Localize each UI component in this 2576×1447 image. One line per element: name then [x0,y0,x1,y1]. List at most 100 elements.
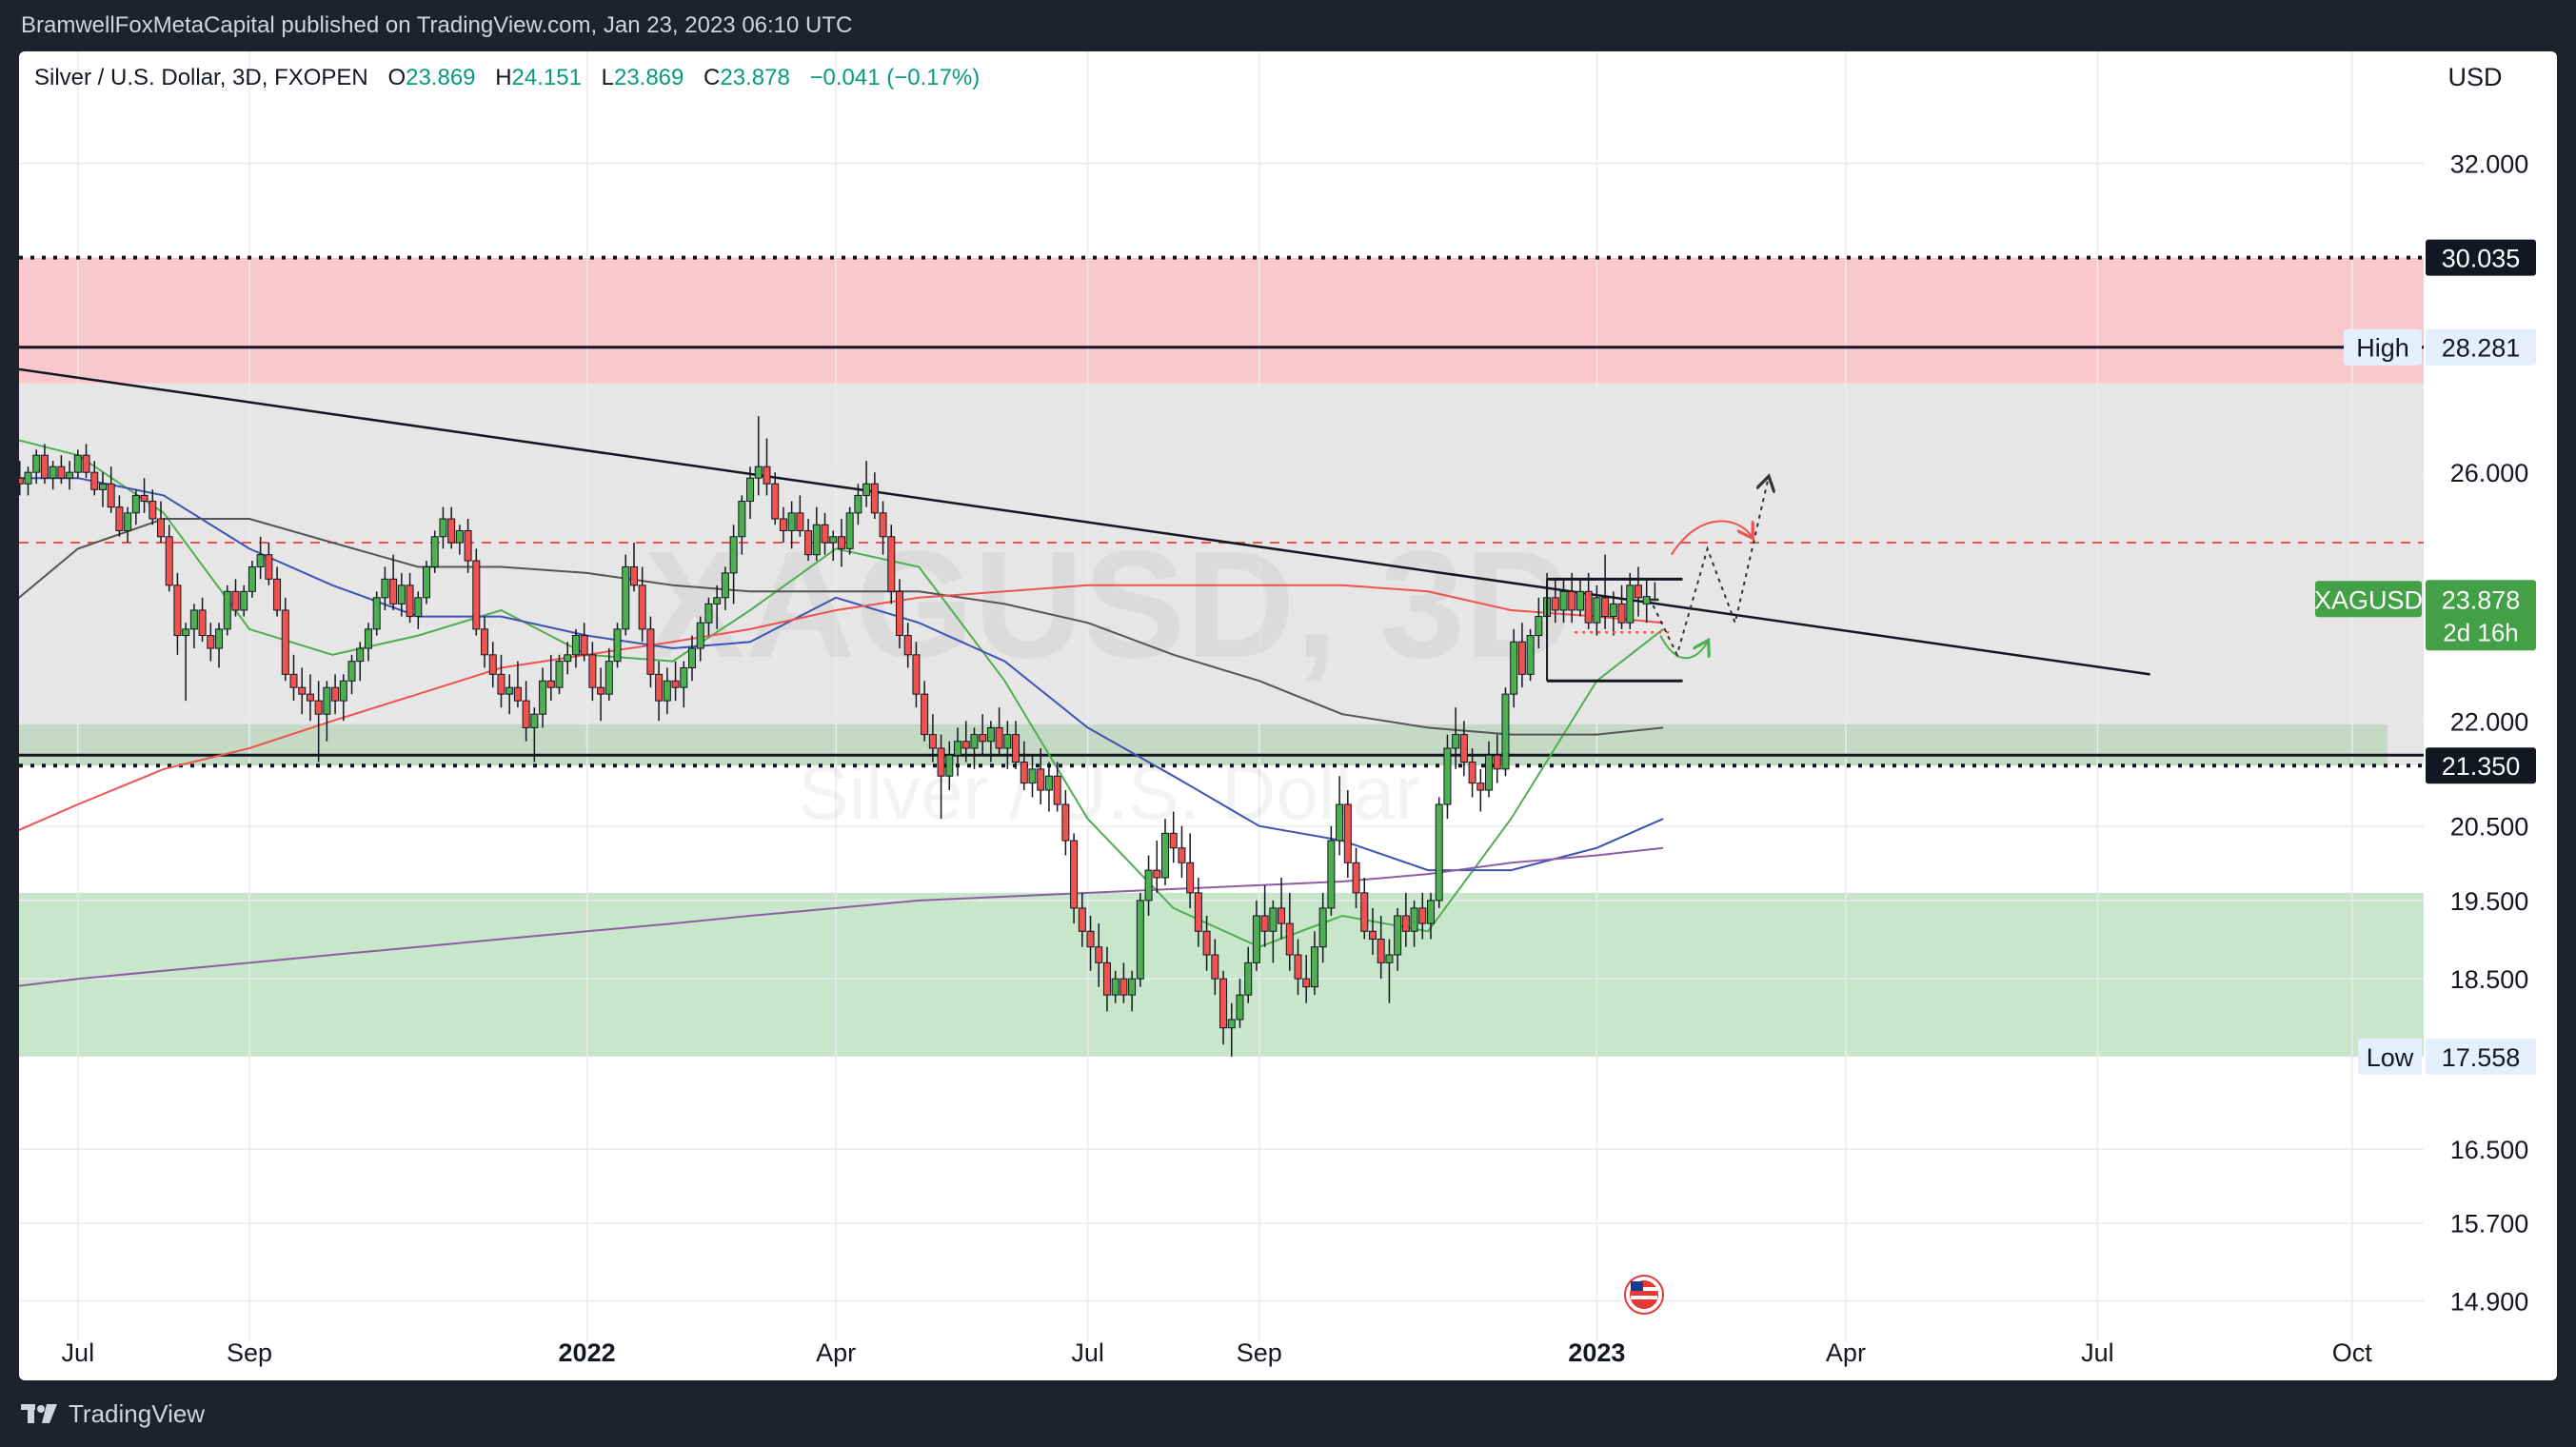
candle-body[interactable] [1136,900,1144,980]
candle-body[interactable] [182,628,190,637]
candle-body[interactable] [198,609,207,637]
candle-body[interactable] [1219,978,1228,1029]
candle-body[interactable] [1626,585,1635,624]
candle-body[interactable] [1443,747,1452,805]
candle-body[interactable] [1427,900,1436,924]
candle-body[interactable] [1244,961,1253,996]
candle-body[interactable] [464,529,472,562]
candle-body[interactable] [663,680,671,702]
candle-body[interactable] [928,734,937,749]
candle-body[interactable] [655,673,664,702]
candle-body[interactable] [1053,775,1061,805]
candle-body[interactable] [1061,803,1070,842]
candle-body[interactable] [1260,915,1269,932]
candle-body[interactable] [481,628,489,656]
candle-body[interactable] [995,726,1003,749]
candle-body[interactable] [696,622,704,649]
candle-body[interactable] [622,565,630,630]
candle-body[interactable] [1310,946,1318,988]
candle-body[interactable] [156,518,165,538]
candle-body[interactable] [1584,590,1593,624]
candle-body[interactable] [1360,892,1369,932]
candle-body[interactable] [837,536,845,549]
candle-body[interactable] [173,585,182,637]
candle-body[interactable] [1476,783,1485,791]
candle-body[interactable] [32,454,41,473]
candle-body[interactable] [115,506,124,531]
candle-body[interactable] [1020,762,1028,784]
candle-body[interactable] [1642,596,1651,605]
candle-body[interactable] [854,494,862,514]
candle-body[interactable] [1252,915,1260,963]
us-flag-event-icon[interactable] [1624,1275,1664,1315]
candle-body[interactable] [1651,598,1659,602]
candle-body[interactable] [580,635,588,656]
candle-body[interactable] [1377,938,1385,963]
candle-body[interactable] [1269,907,1278,932]
candle-body[interactable] [430,536,439,567]
candle-body[interactable] [364,628,372,649]
candle-body[interactable] [1302,978,1311,988]
candle-body[interactable] [223,590,231,630]
candle-body[interactable] [82,454,90,473]
candle-body[interactable] [1493,754,1501,770]
candle-body[interactable] [66,471,74,479]
candle-body[interactable] [555,661,564,688]
candle-body[interactable] [513,686,522,702]
candle-body[interactable] [688,647,697,668]
candle-body[interactable] [1510,641,1518,695]
candle-body[interactable] [895,590,903,637]
candle-body[interactable] [1435,803,1443,902]
candle-body[interactable] [845,512,854,549]
candle-body[interactable] [1410,907,1418,932]
candle-body[interactable] [1318,907,1327,948]
candle-body[interactable] [1634,585,1642,599]
candle-body[interactable] [1194,892,1202,932]
candle-body[interactable] [829,536,838,544]
candle-body[interactable] [738,501,746,538]
candle-body[interactable] [207,635,215,649]
price-chart[interactable]: XAGUSD, 3D Silver / U.S. Dollar USD 32.00… [0,0,2576,1380]
candle-body[interactable] [887,536,896,592]
candle-body[interactable] [406,585,414,618]
candle-body[interactable] [1452,734,1460,749]
candle-body[interactable] [1568,590,1576,611]
candle-body[interactable] [189,609,198,630]
projection-arrow-green[interactable] [1659,635,1707,660]
candle-body[interactable] [1236,994,1244,1021]
candle-body[interactable] [1535,616,1543,637]
candle-body[interactable] [1160,832,1169,879]
candle-body[interactable] [979,734,987,743]
candle-body[interactable] [90,471,99,490]
candle-body[interactable] [1517,641,1526,675]
candle-body[interactable] [1294,954,1302,980]
candle-body[interactable] [1394,915,1402,956]
candle-body[interactable] [356,647,365,663]
candle-body[interactable] [903,635,912,656]
candle-body[interactable] [389,578,398,605]
candle-body[interactable] [671,680,680,688]
candle-body[interactable] [646,628,655,675]
candle-body[interactable] [1285,922,1294,956]
candle-body[interactable] [347,661,356,682]
candle-body[interactable] [16,477,24,485]
candle-body[interactable] [1385,954,1394,963]
candle-body[interactable] [231,590,240,611]
candle-body[interactable] [1327,840,1336,909]
candle-body[interactable] [1211,954,1219,980]
candle-body[interactable] [1120,978,1128,996]
candle-body[interactable] [165,536,173,586]
candle-body[interactable] [821,524,829,544]
candle-body[interactable] [265,554,273,580]
candle-body[interactable] [215,628,224,649]
candle-body[interactable] [248,565,256,592]
candle-body[interactable] [961,741,970,749]
candle-body[interactable] [862,483,871,496]
candle-body[interactable] [9,384,15,478]
candle-body[interactable] [314,700,323,715]
candle-body[interactable] [414,597,423,618]
candle-body[interactable] [588,654,597,688]
candle-body[interactable] [1418,907,1427,924]
trendline[interactable] [6,367,2150,676]
candle-body[interactable] [1501,693,1510,770]
